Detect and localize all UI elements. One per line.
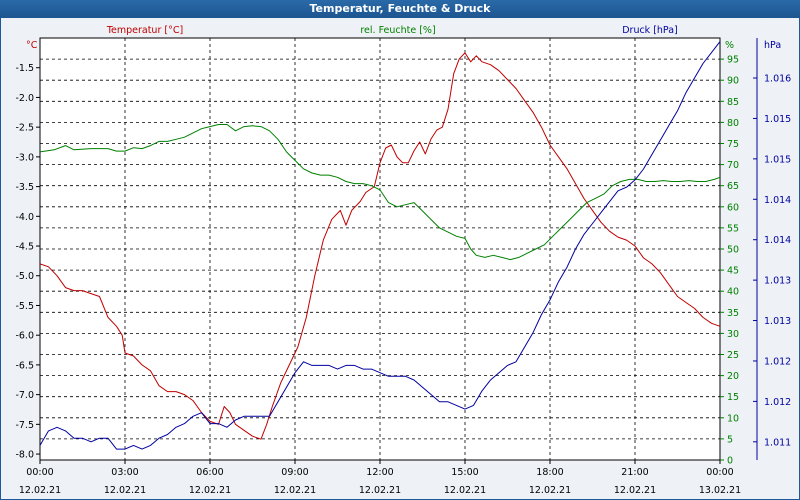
temperature-tick-label: -5.0 [15, 271, 34, 282]
temperature-tick-label: -6.5 [15, 360, 34, 371]
x-tick-time: 06:00 [196, 467, 223, 478]
temperature-tick-label: -4.5 [15, 242, 34, 253]
pressure-unit: hPa [764, 40, 781, 51]
temperature-tick-label: -7.5 [15, 420, 34, 431]
humidity-tick-label: 95 [727, 55, 739, 66]
x-tick-time: 18:00 [536, 467, 563, 478]
humidity-tick-label: 10 [727, 413, 739, 424]
pressure-tick-label: 1.015 [764, 154, 791, 165]
series-line-humidity [39, 124, 721, 261]
humidity-tick-label: 60 [727, 202, 739, 213]
humidity-tick-label: 70 [727, 160, 739, 171]
x-tick-date: 12.02.21 [614, 485, 656, 496]
humidity-tick-label: 5 [727, 434, 733, 445]
x-tick-date: 12.02.21 [19, 485, 61, 496]
series-line-temperature [39, 52, 721, 440]
humidity-tick-label: 65 [727, 181, 739, 192]
temperature-tick-label: -2.0 [15, 93, 34, 104]
temperature-tick-label: -7.0 [15, 390, 34, 401]
temperature-unit: °C [26, 40, 38, 51]
x-tick-time: 00:00 [706, 467, 733, 478]
pressure-tick-label: 1.013 [764, 316, 791, 327]
x-tick-date: 12.02.21 [359, 485, 401, 496]
x-tick-time: 12:00 [366, 467, 393, 478]
series-group [39, 41, 721, 450]
humidity-tick-label: 25 [727, 350, 739, 361]
humidity-tick-label: 85 [727, 97, 739, 108]
axes-group: 0 5 10 15 20 25 30 35 40 45 50 55 60 65 70 75 80 85 90 95 00… [15, 55, 791, 496]
x-tick-time: 15:00 [451, 467, 478, 478]
x-tick-time: 00:00 [26, 467, 53, 478]
pressure-tick-label: 1.012 [764, 356, 791, 367]
temperature-axis-label: Temperatur [°C] [106, 25, 183, 36]
temperature-tick-label: -2.5 [15, 123, 34, 134]
x-tick-time: 09:00 [281, 467, 308, 478]
temperature-tick-label: -8.0 [15, 450, 34, 461]
humidity-tick-label: 0 [727, 456, 733, 467]
x-tick-date: 13.02.21 [699, 485, 741, 496]
humidity-tick-label: 90 [727, 76, 739, 87]
x-tick-date: 12.02.21 [529, 485, 571, 496]
humidity-tick-label: 40 [727, 287, 739, 298]
temperature-tick-label: -3.5 [15, 182, 34, 193]
x-tick-date: 12.02.21 [189, 485, 231, 496]
pressure-tick-label: 1.013 [764, 276, 791, 287]
pressure-tick-label: 1.014 [764, 235, 791, 246]
series-line-pressure [39, 41, 721, 450]
humidity-tick-label: 75 [727, 139, 739, 150]
temperature-tick-label: -3.0 [15, 152, 34, 163]
x-tick-date: 12.02.21 [444, 485, 486, 496]
humidity-tick-label: 50 [727, 245, 739, 256]
humidity-tick-label: 35 [727, 308, 739, 319]
x-tick-date: 12.02.21 [104, 485, 146, 496]
temperature-tick-label: -5.5 [15, 301, 34, 312]
temperature-tick-label: -4.0 [15, 212, 34, 223]
humidity-tick-label: 15 [727, 392, 739, 403]
humidity-tick-label: 30 [727, 329, 739, 340]
humidity-tick-label: 55 [727, 223, 739, 234]
pressure-tick-label: 1.014 [764, 195, 791, 206]
x-tick-date: 12.02.21 [274, 485, 316, 496]
chart-title: Temperatur, Feuchte & Druck [0, 0, 800, 18]
humidity-axis-label: rel. Feuchte [%] [360, 25, 435, 36]
pressure-axis-label: Druck [hPa] [622, 25, 678, 36]
humidity-tick-label: 80 [727, 118, 739, 129]
x-tick-time: 03:00 [111, 467, 138, 478]
pressure-tick-label: 1.016 [764, 74, 791, 85]
humidity-tick-label: 20 [727, 371, 739, 382]
pressure-tick-label: 1.015 [764, 114, 791, 125]
temperature-tick-label: -1.5 [15, 63, 34, 74]
humidity-unit: % [725, 40, 734, 51]
temperature-tick-label: -6.0 [15, 331, 34, 342]
grid-lines [40, 38, 720, 460]
pressure-tick-label: 1.011 [764, 437, 791, 448]
pressure-tick-label: 1.012 [764, 397, 791, 408]
x-tick-time: 21:00 [621, 467, 648, 478]
humidity-tick-label: 45 [727, 266, 739, 277]
